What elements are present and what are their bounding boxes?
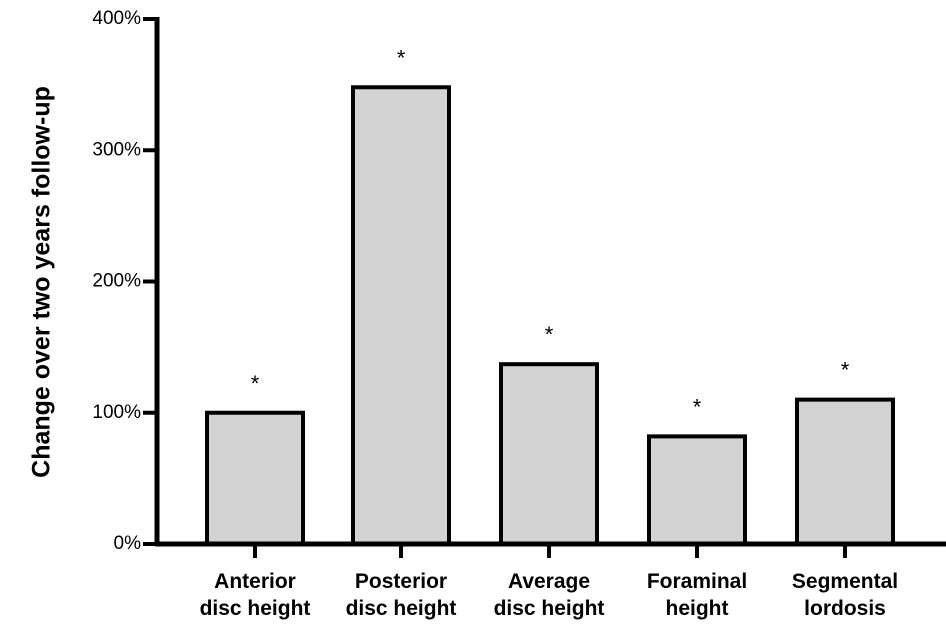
y-tick-label: 100% [92,402,141,423]
x-tick-label: Average disc height [494,570,605,620]
bar [795,397,895,546]
bars: * * * * * [205,45,895,546]
y-tick-label: 400% [92,8,141,29]
significance-marker: * [693,394,702,419]
y-tick-label: 300% [92,139,141,160]
bar [499,362,599,546]
y-tick-label: 200% [92,271,141,292]
x-tick-label: Foraminal height [647,570,747,620]
significance-marker: * [545,322,554,347]
significance-marker: * [841,358,850,383]
y-tick-label: 0% [114,533,142,554]
bar [351,85,451,546]
significance-marker: * [251,371,260,396]
bar [205,410,305,546]
x-axis-ticks: Anterior disc height Posterior disc height A… [200,544,898,620]
y-axis-ticks: 0% 100% 200% 300% 400% [92,8,157,554]
x-tick-label: Segmental lordosis [792,570,898,620]
y-axis-label: Change over two years follow-up [28,86,56,478]
x-tick-label: Posterior disc height [346,570,457,620]
significance-marker: * [397,45,406,70]
x-tick-label: Anterior disc height [200,570,311,620]
bar [647,434,747,546]
